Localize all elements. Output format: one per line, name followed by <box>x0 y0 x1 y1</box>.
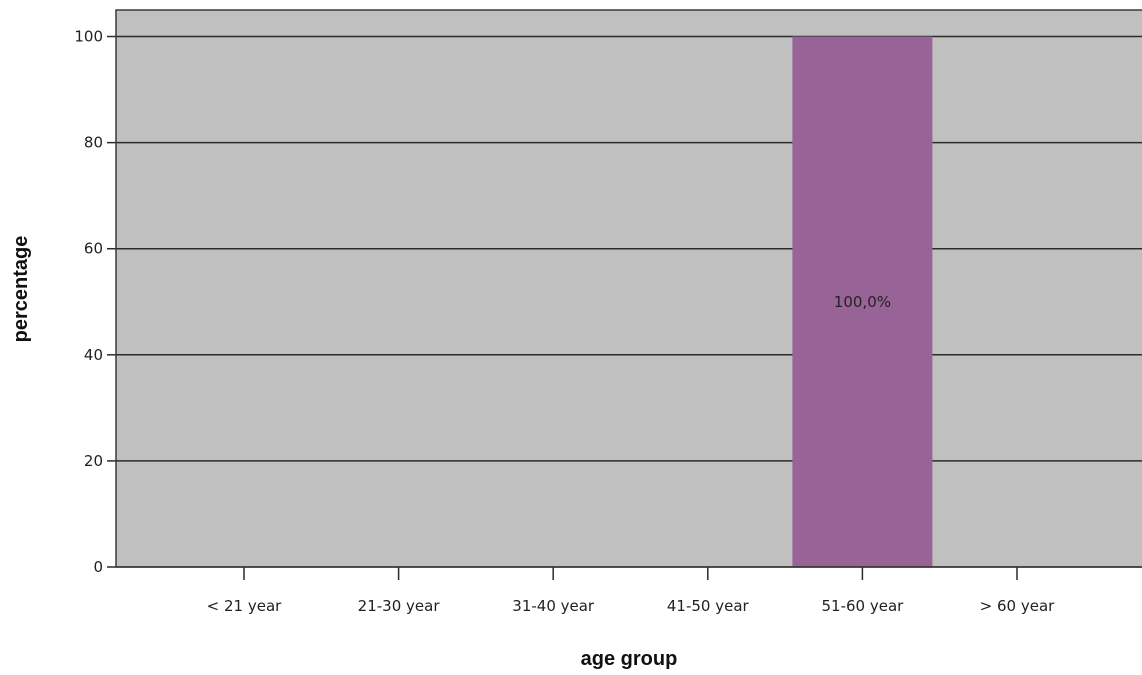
x-tick-label: < 21 year <box>207 597 282 615</box>
gridlines <box>116 35 1142 462</box>
y-axis-ticks: 0 20 40 60 80 100 <box>74 28 116 576</box>
y-tick-label: 80 <box>84 134 103 152</box>
plot-area <box>116 10 1142 567</box>
y-tick-label: 20 <box>84 452 103 470</box>
x-tick-label: 31-40 year <box>512 597 595 615</box>
plot-border <box>115 9 1142 568</box>
data-labels: 100,0% <box>834 293 891 311</box>
x-tick-label: 41-50 year <box>667 597 750 615</box>
x-tick-label: 21-30 year <box>358 597 441 615</box>
bars <box>792 36 933 568</box>
y-tick-label: 0 <box>93 558 103 576</box>
y-tick-label: 60 <box>84 240 103 258</box>
x-tick-label: 51-60 year <box>821 597 904 615</box>
bar <box>792 36 933 568</box>
x-axis-ticks: < 21 year 21-30 year 31-40 year 41-50 year 5… <box>207 567 1055 615</box>
bar-data-label: 100,0% <box>834 293 891 311</box>
y-axis-title: percentage <box>10 236 32 343</box>
x-tick-label: > 60 year <box>980 597 1055 615</box>
y-tick-label: 40 <box>84 346 103 364</box>
x-axis-title: age group <box>581 648 678 670</box>
y-tick-label: 100 <box>74 28 103 46</box>
